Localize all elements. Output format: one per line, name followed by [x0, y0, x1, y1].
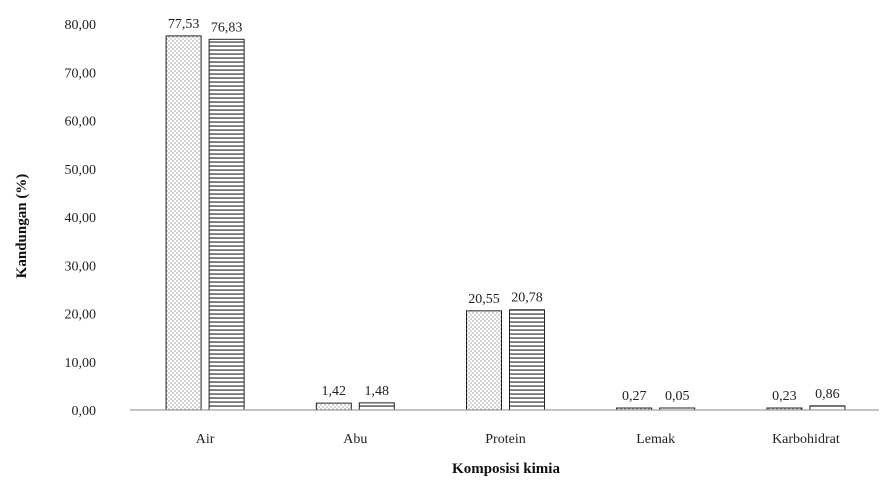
data-label: 0,27 — [622, 389, 647, 404]
y-tick-label: 60,00 — [65, 115, 97, 130]
y-tick-label: 10,00 — [65, 356, 97, 371]
data-label: 20,78 — [511, 291, 543, 306]
bar-abu-series-1 — [315, 402, 352, 411]
y-axis-title: Kandungan (%) — [14, 174, 30, 279]
y-tick-label: 20,00 — [65, 308, 97, 323]
bar-air-series-2 — [208, 38, 245, 411]
y-tick-label: 40,00 — [65, 211, 97, 226]
bar-karbohidrat-series-2 — [809, 405, 846, 411]
y-tick-label: 80,00 — [65, 18, 97, 33]
data-label: 20,55 — [468, 292, 500, 307]
category-label: Protein — [485, 432, 525, 447]
bar-protein-series-1 — [466, 310, 502, 411]
category-label: Air — [196, 432, 215, 447]
data-label: 0,23 — [772, 389, 797, 404]
data-label: 77,53 — [168, 17, 200, 32]
y-tick-label: 50,00 — [65, 163, 97, 178]
bar-protein-series-2 — [509, 309, 545, 411]
y-tick-label: 30,00 — [65, 259, 97, 274]
category-label: Lemak — [636, 432, 675, 447]
data-label: 0,86 — [815, 387, 840, 402]
category-label: Abu — [343, 432, 367, 447]
data-labels-group: 77,53 76,83 1,42 1,48 20,55 20,78 0,27 0,05 0,23… — [168, 17, 840, 404]
bars-group — [165, 35, 846, 411]
data-label: 76,83 — [211, 20, 243, 35]
bar-air-series-1 — [165, 35, 202, 411]
data-label: 1,42 — [322, 384, 347, 399]
data-label: 0,05 — [665, 389, 690, 404]
y-axis-tick-labels: 0,00 10,00 20,00 30,00 40,00 50,00 60,00 70,00 8… — [65, 18, 97, 419]
y-tick-label: 0,00 — [72, 404, 97, 419]
category-labels: Air Abu Protein Lemak Karbohidrat — [196, 432, 840, 447]
data-label: 1,48 — [365, 384, 390, 399]
x-axis-title: Komposisi kimia — [452, 461, 560, 477]
bar-abu-series-2 — [358, 402, 395, 411]
category-label: Karbohidrat — [772, 432, 840, 447]
y-tick-label: 70,00 — [65, 66, 97, 81]
